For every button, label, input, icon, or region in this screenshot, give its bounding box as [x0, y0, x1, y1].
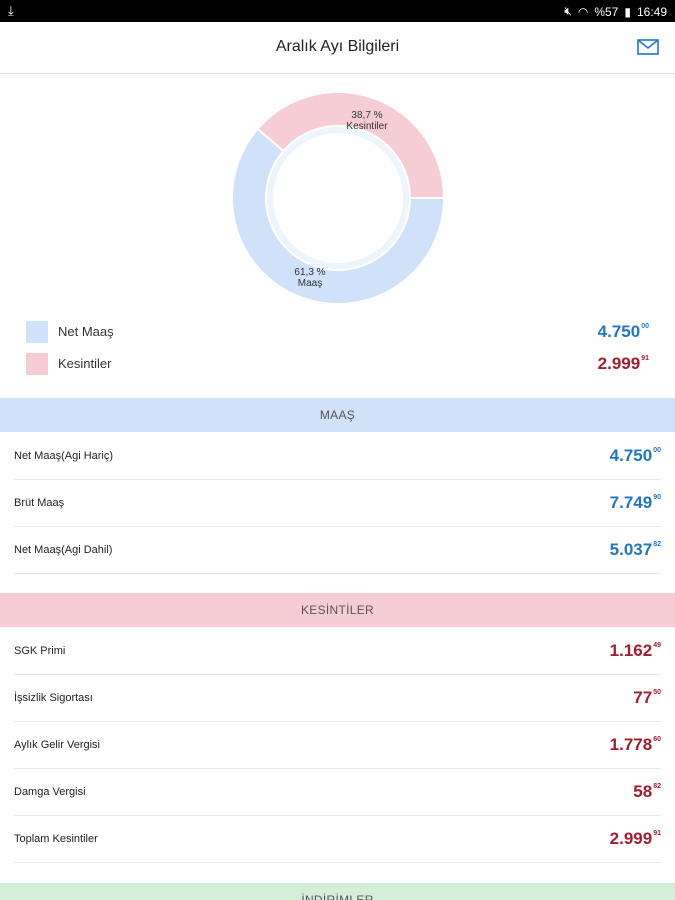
donut-chart-svg	[231, 91, 446, 305]
status-icons: 🔇︎ ◠ %57 ▮ 16:49	[564, 4, 667, 19]
legend-swatch-kesintiler	[26, 353, 48, 375]
legend-item-kesintiler: Kesintiler 2.99991	[0, 348, 675, 380]
row-label: Net Maaş(Agi Hariç)	[14, 450, 114, 462]
section-header-kesintiler: KESİNTİLER	[0, 593, 675, 627]
mail-icon[interactable]	[637, 39, 659, 55]
legend-label: Kesintiler	[58, 356, 112, 371]
row-value: 7750	[633, 688, 661, 707]
table-row[interactable]: SGK Primi 1.16249	[14, 628, 661, 675]
table-row[interactable]: İşsizlik Sigortası 7750	[14, 675, 661, 722]
row-value: 5.03782	[609, 540, 661, 559]
row-value: 7.74990	[609, 493, 661, 512]
chart-label-maas-name: Maaş	[297, 278, 323, 289]
legend-swatch-net-maas	[26, 321, 48, 343]
row-label: İşsizlik Sigortası	[14, 692, 93, 704]
legend-value: 2.99991	[597, 354, 649, 373]
row-label: Net Maaş(Agi Dahil)	[14, 544, 113, 556]
battery-text: %57	[594, 4, 619, 19]
row-value: 2.99991	[609, 829, 661, 848]
section-header-indirimler: İNDİRİMLER	[0, 883, 675, 900]
row-value: 5882	[633, 782, 661, 801]
chart-label-kesintiler: 38,7 % Kesintiler	[337, 110, 397, 132]
download-arrow-icon: ⤓	[8, 3, 14, 18]
row-value: 1.16249	[609, 641, 661, 660]
wifi-icon: ◠	[577, 4, 589, 19]
legend-value: 4.75000	[597, 322, 649, 341]
chart-label-kesintiler-name: Kesintiler	[346, 121, 388, 132]
donut-slice-maas[interactable]	[231, 127, 446, 305]
table-row[interactable]: Net Maaş(Agi Dahil) 5.03782	[14, 527, 661, 574]
row-value: 1.77860	[609, 735, 661, 754]
row-label: Toplam Kesintiler	[14, 833, 98, 845]
donut-inner-ring	[267, 127, 409, 269]
chart-label-maas-percent: 61,3 %	[294, 267, 326, 278]
clock: 16:49	[636, 4, 667, 19]
row-label: Aylık Gelir Vergisi	[14, 739, 100, 751]
chart-label-maas: 61,3 % Maaş	[280, 267, 340, 289]
mute-icon: 🔇︎	[564, 4, 572, 18]
row-label: Damga Vergisi	[14, 786, 86, 798]
donut-chart: 38,7 % Kesintiler 61,3 % Maaş	[0, 75, 675, 315]
page-title: Aralık Ayı Bilgileri	[275, 38, 400, 55]
legend-item-net-maas: Net Maaş 4.75000	[0, 316, 675, 348]
table-row[interactable]: Aylık Gelir Vergisi 1.77860	[14, 722, 661, 769]
row-value: 4.75000	[609, 446, 661, 465]
table-row[interactable]: Toplam Kesintiler 2.99991	[14, 816, 661, 863]
section-header-maas: MAAŞ	[0, 398, 675, 432]
status-bar: ⤓ 🔇︎ ◠ %57 ▮ 16:49	[0, 0, 675, 22]
battery-icon: ▮	[624, 4, 631, 19]
donut-slice-kesintiler[interactable]	[256, 91, 446, 199]
table-row[interactable]: Net Maaş(Agi Hariç) 4.75000	[14, 433, 661, 480]
chart-label-kesintiler-percent: 38,7 %	[351, 110, 383, 121]
table-row[interactable]: Brüt Maaş 7.74990	[14, 480, 661, 527]
app-header: Aralık Ayı Bilgileri	[0, 22, 675, 74]
legend-label: Net Maaş	[58, 324, 114, 339]
row-label: SGK Primi	[14, 645, 66, 657]
row-label: Brüt Maaş	[14, 497, 65, 509]
table-row[interactable]: Damga Vergisi 5882	[14, 769, 661, 816]
